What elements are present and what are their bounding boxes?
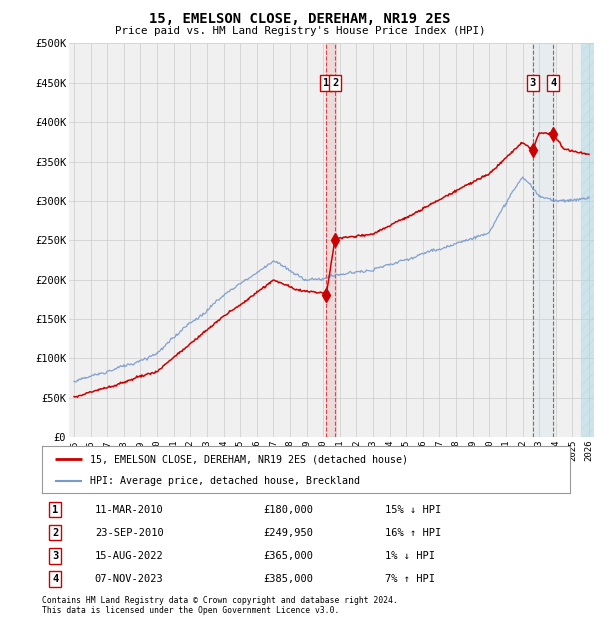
Bar xyxy=(581,43,598,437)
Text: 2: 2 xyxy=(52,528,58,538)
Text: 16% ↑ HPI: 16% ↑ HPI xyxy=(385,528,442,538)
Text: 4: 4 xyxy=(550,78,556,88)
Text: 15, EMELSON CLOSE, DEREHAM, NR19 2ES (detached house): 15, EMELSON CLOSE, DEREHAM, NR19 2ES (de… xyxy=(89,454,407,464)
Text: £249,950: £249,950 xyxy=(264,528,314,538)
Text: 3: 3 xyxy=(530,78,536,88)
Text: £365,000: £365,000 xyxy=(264,551,314,560)
Text: This data is licensed under the Open Government Licence v3.0.: This data is licensed under the Open Gov… xyxy=(42,606,340,616)
Bar xyxy=(581,43,598,437)
Text: 1% ↓ HPI: 1% ↓ HPI xyxy=(385,551,435,560)
Text: Price paid vs. HM Land Registry's House Price Index (HPI): Price paid vs. HM Land Registry's House … xyxy=(115,26,485,36)
Text: HPI: Average price, detached house, Breckland: HPI: Average price, detached house, Brec… xyxy=(89,476,359,486)
Text: 15, EMELSON CLOSE, DEREHAM, NR19 2ES: 15, EMELSON CLOSE, DEREHAM, NR19 2ES xyxy=(149,12,451,27)
Text: 15% ↓ HPI: 15% ↓ HPI xyxy=(385,505,442,515)
Text: 1: 1 xyxy=(52,505,58,515)
Text: 1: 1 xyxy=(323,78,329,88)
Text: £385,000: £385,000 xyxy=(264,574,314,583)
Text: Contains HM Land Registry data © Crown copyright and database right 2024.: Contains HM Land Registry data © Crown c… xyxy=(42,596,398,606)
Text: 7% ↑ HPI: 7% ↑ HPI xyxy=(385,574,435,583)
Bar xyxy=(532,43,554,437)
Text: 23-SEP-2010: 23-SEP-2010 xyxy=(95,528,164,538)
Text: 11-MAR-2010: 11-MAR-2010 xyxy=(95,505,164,515)
Text: 15-AUG-2022: 15-AUG-2022 xyxy=(95,551,164,560)
Text: £180,000: £180,000 xyxy=(264,505,314,515)
Bar xyxy=(326,43,336,437)
Text: 07-NOV-2023: 07-NOV-2023 xyxy=(95,574,164,583)
Text: 4: 4 xyxy=(52,574,58,583)
Text: 2: 2 xyxy=(332,78,338,88)
Text: 3: 3 xyxy=(52,551,58,560)
